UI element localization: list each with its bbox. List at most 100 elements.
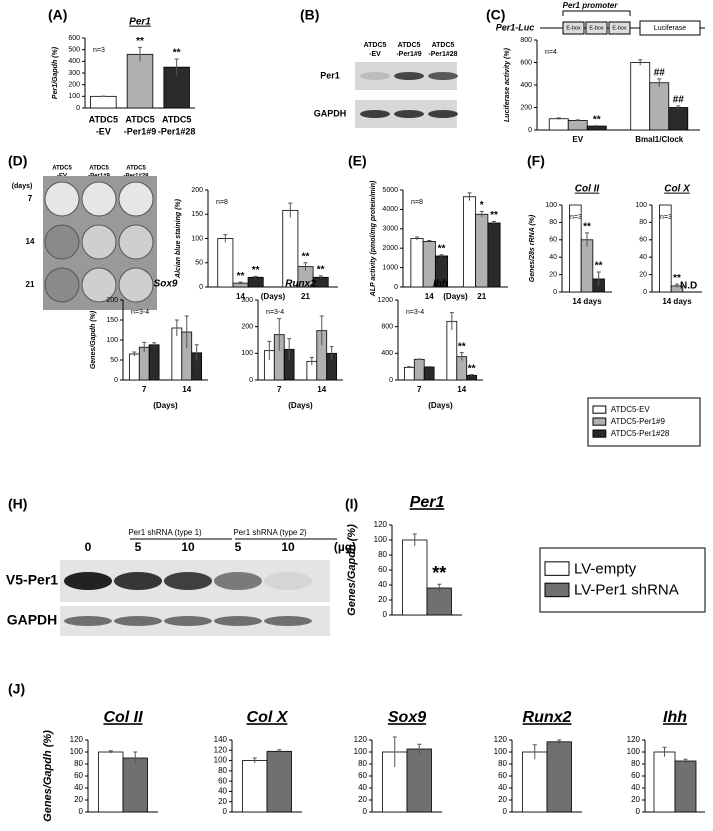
y-tick-label: 20 — [358, 795, 367, 804]
y-tick-label: 0 — [223, 807, 228, 816]
significance: * — [480, 200, 484, 211]
panel-label: (H) — [8, 496, 27, 512]
significance: ** — [468, 363, 476, 374]
well — [44, 267, 80, 303]
error-bar — [532, 744, 537, 760]
bar — [567, 120, 588, 131]
y-tick-label: 400 — [381, 350, 393, 357]
y-tick-label: 0 — [114, 377, 118, 384]
y-tick-label: 120 — [374, 520, 388, 529]
y-tick-label: 200 — [241, 324, 253, 331]
y-tick-label: 120 — [354, 735, 368, 744]
y-tick-label: 1000 — [382, 264, 398, 271]
legend-label: ATDC5-Per1#28 — [611, 429, 670, 438]
y-tick-label: 20 — [549, 271, 557, 278]
y-tick-label: 80 — [74, 759, 83, 768]
y-tick-label: 100 — [627, 747, 641, 756]
x-axis-label: (Days) — [261, 292, 286, 301]
lane-label: ATDC5 — [126, 166, 146, 172]
note: n=8 — [216, 199, 228, 206]
y-tick-label: 60 — [378, 565, 387, 574]
error-bar — [223, 234, 228, 243]
legend-swatch — [544, 561, 570, 576]
lane-label: 5 — [235, 540, 242, 554]
y-axis-label: Genes/Gapdh (%) — [42, 730, 54, 822]
chart-title: Col II — [575, 184, 600, 195]
y-tick-label: 40 — [358, 783, 367, 792]
y-tick-label: 150 — [106, 317, 118, 324]
error-bar — [417, 358, 422, 360]
construct-label: Per1-Luc — [496, 22, 535, 32]
x-tick-label: Bmal1/Clock — [635, 135, 684, 144]
y-tick-label: 0 — [76, 105, 80, 112]
error-bar — [392, 736, 397, 767]
y-tick-label: 300 — [68, 70, 80, 77]
y-tick-label: 80 — [639, 219, 647, 226]
legend-label: LV-Per1 shRNA — [574, 582, 679, 599]
x-tick-label: 7 — [277, 385, 282, 394]
chart-title: Per1 — [129, 17, 151, 28]
bar — [413, 358, 425, 381]
well — [118, 267, 154, 303]
y-tick-label: 4000 — [382, 206, 398, 213]
significance: ## — [673, 94, 685, 105]
lane-label: ATDC5 — [364, 42, 387, 49]
bar — [138, 346, 150, 381]
row-label: Per1 — [320, 70, 340, 80]
error-bar — [319, 315, 324, 346]
chart-title: Sox9 — [388, 709, 426, 726]
chart-title: Col II — [103, 709, 143, 726]
significance: ** — [432, 563, 446, 583]
y-tick-label: 2000 — [382, 245, 398, 252]
band — [428, 110, 458, 118]
band — [114, 616, 162, 626]
error-bar — [439, 254, 444, 258]
lane-label: -Per1#9 — [396, 51, 421, 58]
y-axis-label: Alcian blue staining (%) — [175, 198, 182, 279]
y-tick-label: 60 — [631, 771, 640, 780]
error-bar — [412, 533, 417, 546]
lane-label: ATDC5 — [398, 42, 421, 49]
y-tick-label: 800 — [381, 324, 393, 331]
y-tick-label: 80 — [378, 550, 387, 559]
significance: ## — [654, 67, 666, 78]
error-bar — [575, 119, 580, 121]
chart-title: Col X — [664, 184, 691, 195]
error-bar — [557, 739, 562, 744]
note: n=3 — [93, 47, 105, 54]
lane-label: ATDC5 — [89, 166, 109, 172]
x-tick-label: ATDC5 — [162, 114, 191, 124]
e-box — [562, 21, 585, 35]
x-tick-label: 21 — [477, 292, 486, 301]
legend-swatch — [592, 417, 607, 426]
group-label: Per1 shRNA (type 2) — [233, 528, 307, 537]
error-bar — [407, 366, 412, 368]
bar — [90, 95, 117, 109]
y-tick-label: 100 — [241, 350, 253, 357]
y-tick-label: 300 — [241, 297, 253, 304]
panel-label: (E) — [348, 153, 367, 169]
x-tick-label: 14 — [317, 385, 326, 394]
well — [44, 224, 80, 260]
y-tick-label: 100 — [70, 747, 84, 756]
y-tick-label: 0 — [363, 807, 368, 816]
bar — [423, 366, 435, 381]
y-tick-label: 20 — [639, 271, 647, 278]
error-bar — [469, 374, 474, 376]
y-tick-label: 0 — [553, 289, 557, 296]
day-label: 14 — [26, 237, 35, 246]
chart-title: Col X — [247, 709, 289, 726]
well — [118, 181, 154, 217]
y-tick-label: 0 — [383, 610, 388, 619]
y-axis-label: Genes/28s rRNA (%) — [529, 214, 536, 282]
band — [214, 616, 262, 626]
band — [164, 572, 212, 590]
legend-box — [587, 397, 701, 447]
y-tick-label: 100 — [635, 202, 647, 209]
bar — [217, 238, 234, 288]
y-tick-label: 0 — [394, 284, 398, 291]
x-axis-label: (Days) — [443, 292, 468, 301]
error-bar — [657, 78, 662, 87]
promoter-bracket — [562, 10, 631, 16]
